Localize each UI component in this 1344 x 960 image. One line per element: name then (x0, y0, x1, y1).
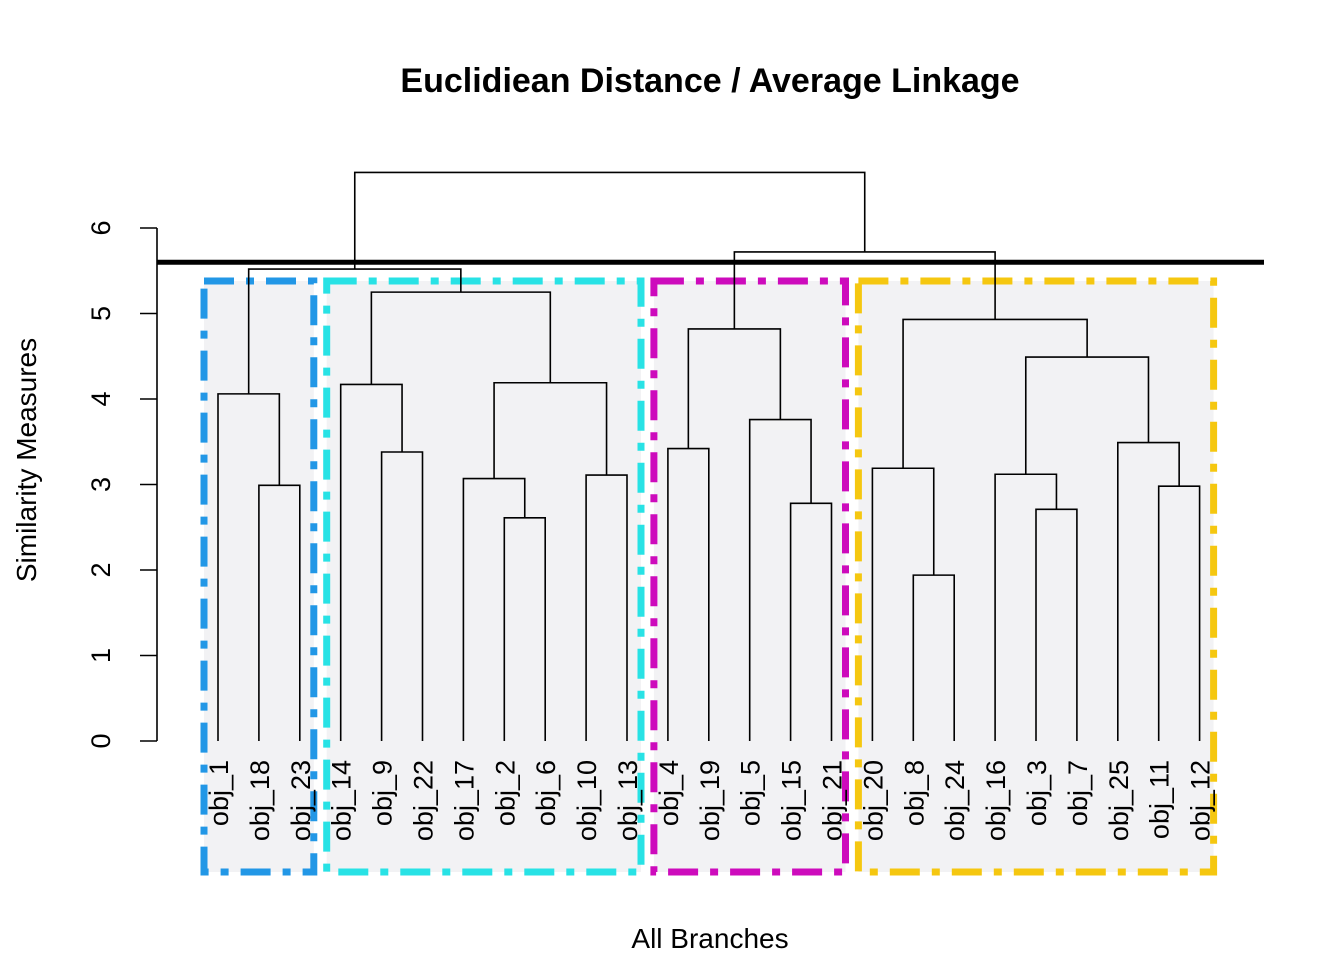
leaf-label-obj_1: obj_1 (204, 760, 234, 826)
leaf-label-obj_10: obj_10 (572, 760, 602, 841)
leaf-label-obj_12: obj_12 (1186, 760, 1216, 841)
leaf-label-obj_8: obj_8 (899, 760, 929, 826)
dendrogram-branches (217, 171, 1201, 741)
leaf-label-obj_11: obj_11 (1145, 760, 1175, 839)
leaf-label-obj_25: obj_25 (1104, 760, 1134, 841)
leaf-label-obj_23: obj_23 (286, 760, 316, 841)
chart-title: Euclidiean Distance / Average Linkage (400, 62, 1019, 100)
y-axis: 0 1 2 3 4 5 6 (86, 220, 158, 749)
leaf-label-obj_7: obj_7 (1063, 760, 1093, 826)
leaf-label-obj_22: obj_22 (409, 760, 439, 841)
y-tick-label-1: 1 (86, 648, 116, 663)
leaf-labels: obj_1 obj_18 obj_23 obj_14 obj_9 obj_22 obj_17… (204, 760, 1216, 841)
cluster-box-2 (323, 277, 645, 876)
leaf-label-obj_3: obj_3 (1022, 760, 1052, 826)
x-axis-title: All Branches (631, 923, 788, 954)
y-tick-label-0: 0 (86, 733, 116, 748)
leaf-label-obj_20: obj_20 (858, 760, 888, 841)
leaf-label-obj_9: obj_9 (368, 760, 398, 826)
y-axis-title: Similarity Measures (11, 338, 42, 582)
leaf-label-obj_18: obj_18 (245, 760, 275, 841)
leaf-label-obj_5: obj_5 (736, 760, 766, 826)
leaf-label-obj_6: obj_6 (531, 760, 561, 826)
leaf-label-obj_19: obj_19 (695, 760, 725, 841)
y-tick-label-2: 2 (86, 562, 116, 577)
leaf-label-obj_13: obj_13 (613, 760, 643, 841)
y-tick-label-3: 3 (86, 477, 116, 492)
y-tick-label-6: 6 (86, 220, 116, 235)
leaf-label-obj_15: obj_15 (777, 760, 807, 841)
leaf-label-obj_2: obj_2 (490, 760, 520, 826)
cluster-boxes (200, 277, 1218, 876)
y-tick-label-5: 5 (86, 306, 116, 321)
leaf-label-obj_14: obj_14 (327, 760, 357, 841)
leaf-label-obj_21: obj_21 (818, 760, 848, 841)
leaf-label-obj_4: obj_4 (654, 760, 684, 826)
leaf-label-obj_16: obj_16 (981, 760, 1011, 841)
y-tick-label-4: 4 (86, 391, 116, 406)
leaf-label-obj_17: obj_17 (449, 760, 479, 841)
branch-X (353, 171, 866, 270)
leaf-label-obj_24: obj_24 (940, 760, 970, 841)
